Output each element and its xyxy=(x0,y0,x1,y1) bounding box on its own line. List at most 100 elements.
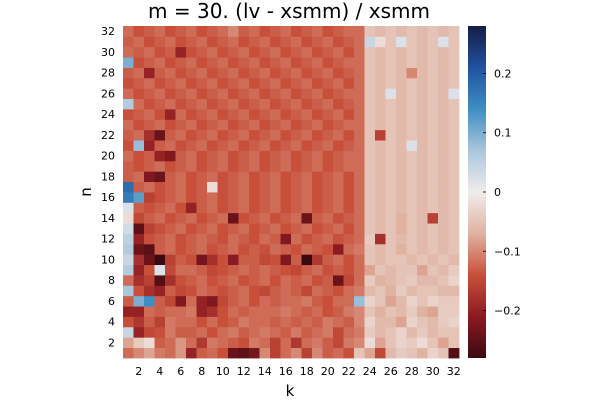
heatmap-cell xyxy=(396,275,407,286)
heatmap-cell xyxy=(396,306,407,317)
heatmap-cell xyxy=(301,285,313,297)
heatmap-cell xyxy=(217,192,229,203)
heatmap-cell xyxy=(270,57,281,68)
heatmap-cell xyxy=(259,316,271,328)
heatmap-cell xyxy=(270,306,281,317)
x-axis-ticks: 2 4 6 8 10 12 14 16 18 20 22 24 26 28 30 32 xyxy=(135,365,461,378)
heatmap-cell xyxy=(427,26,439,37)
heatmap-cell xyxy=(364,337,376,349)
heatmap-cell xyxy=(427,223,439,234)
heatmap-cell xyxy=(354,223,365,234)
heatmap-cell xyxy=(322,67,334,79)
heatmap-cell xyxy=(249,36,260,48)
heatmap-cell xyxy=(144,98,155,110)
heatmap-cell xyxy=(280,181,292,193)
heatmap-cell xyxy=(343,77,355,89)
heatmap-cell xyxy=(259,243,271,255)
heatmap-cell xyxy=(270,202,281,214)
heatmap-cell xyxy=(343,264,355,276)
heatmap-cell xyxy=(354,26,365,37)
heatmap-cell xyxy=(144,347,155,359)
heatmap-cell xyxy=(228,88,239,100)
heatmap-cell xyxy=(417,36,428,48)
heatmap-cell xyxy=(280,347,292,359)
colorbar-tick-label: 0.1 xyxy=(494,127,512,140)
heatmap-cell xyxy=(133,306,145,317)
heatmap-cell xyxy=(207,254,218,266)
heatmap-cell xyxy=(207,57,218,68)
heatmap-cell xyxy=(301,77,313,89)
heatmap-cell xyxy=(427,347,439,359)
heatmap-cell xyxy=(238,316,250,328)
heatmap-cell xyxy=(175,119,187,131)
heatmap-cell xyxy=(333,160,344,172)
heatmap-cell xyxy=(396,88,407,100)
heatmap-cell xyxy=(228,129,239,141)
heatmap-cell xyxy=(175,109,187,120)
heatmap-cell xyxy=(228,67,239,79)
heatmap-cell xyxy=(375,77,386,89)
heatmap-cell xyxy=(270,98,281,110)
heatmap-cell xyxy=(186,67,197,79)
heatmap-cell xyxy=(165,306,176,317)
heatmap-cell xyxy=(217,285,229,297)
heatmap-cell xyxy=(406,109,418,120)
heatmap-cell xyxy=(238,46,250,58)
heatmap-cell xyxy=(196,129,208,141)
heatmap-cell xyxy=(238,171,250,183)
heatmap-cell xyxy=(133,223,145,234)
heatmap-cell xyxy=(385,233,397,245)
heatmap-cell xyxy=(249,326,260,338)
heatmap-cell xyxy=(291,150,302,162)
heatmap-cell xyxy=(249,98,260,110)
heatmap-cell xyxy=(385,150,397,162)
y-tick-label: 10 xyxy=(101,253,115,266)
heatmap-cell xyxy=(228,254,239,266)
heatmap-cell xyxy=(343,109,355,120)
heatmap-cell xyxy=(343,243,355,255)
heatmap-cell xyxy=(228,212,239,224)
heatmap-cell xyxy=(438,160,449,172)
heatmap-cell xyxy=(196,285,208,297)
heatmap-cell xyxy=(396,233,407,245)
x-tick-label: 6 xyxy=(177,365,184,378)
heatmap-cell xyxy=(396,212,407,224)
heatmap-cell xyxy=(165,316,176,328)
heatmap-cell xyxy=(270,36,281,48)
heatmap-cell xyxy=(375,295,386,307)
heatmap-cell xyxy=(385,109,397,120)
heatmap-cell xyxy=(280,202,292,214)
heatmap-cell xyxy=(186,243,197,255)
heatmap-cell xyxy=(375,171,386,183)
heatmap-cell xyxy=(123,67,134,79)
heatmap-cell xyxy=(312,150,323,162)
heatmap-cell xyxy=(238,150,250,162)
heatmap-cell xyxy=(217,46,229,58)
heatmap-cell xyxy=(154,295,166,307)
heatmap-cell xyxy=(238,88,250,100)
heatmap-cell xyxy=(270,171,281,183)
heatmap-cell xyxy=(123,160,134,172)
heatmap-cell xyxy=(427,337,439,349)
heatmap-cell xyxy=(427,264,439,276)
heatmap-cell xyxy=(196,316,208,328)
heatmap-cell xyxy=(228,306,239,317)
heatmap-cell xyxy=(448,36,460,48)
heatmap-cell xyxy=(196,212,208,224)
heatmap-cell xyxy=(354,150,365,162)
heatmap-cell xyxy=(280,109,292,120)
y-tick-label: 8 xyxy=(108,274,115,287)
heatmap-cell xyxy=(259,285,271,297)
heatmap-cell xyxy=(196,140,208,151)
heatmap-cell xyxy=(322,77,334,89)
heatmap-cell xyxy=(196,192,208,203)
heatmap-cell xyxy=(364,67,376,79)
heatmap-cell xyxy=(186,275,197,286)
heatmap-cell xyxy=(417,46,428,58)
heatmap-cell xyxy=(291,254,302,266)
heatmap-cell xyxy=(259,26,271,37)
heatmap-cell xyxy=(291,46,302,58)
heatmap-cell xyxy=(448,326,460,338)
heatmap-cell xyxy=(280,119,292,131)
heatmap-cell xyxy=(133,295,145,307)
